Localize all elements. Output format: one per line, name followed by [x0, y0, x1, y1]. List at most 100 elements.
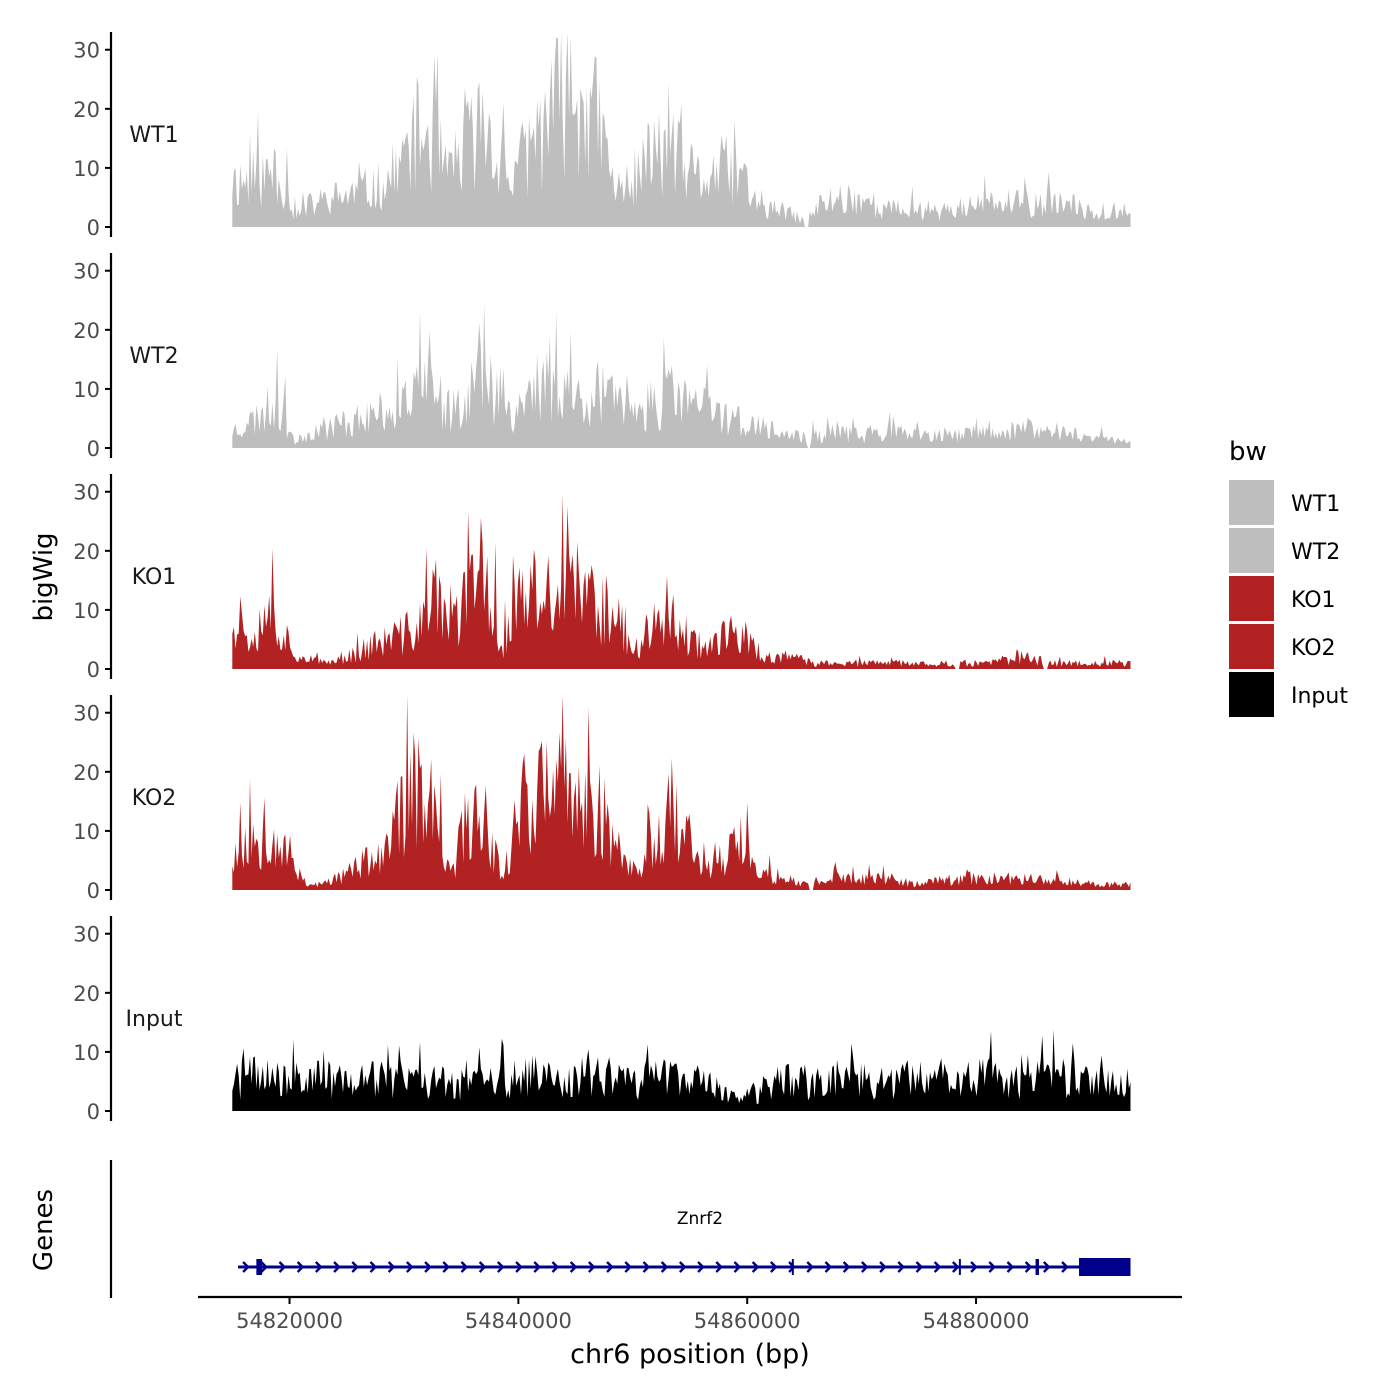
strand-arrow [769, 1261, 778, 1273]
y-tick-label: 0 [87, 216, 100, 240]
strand-arrow [296, 1261, 305, 1273]
track-wt1: 0 10 20 30 WT1 [73, 32, 1131, 240]
y-axis-title: bigWig [29, 532, 59, 621]
legend-label: Input [1291, 684, 1348, 709]
legend-label: WT2 [1291, 540, 1340, 565]
strand-arrow [624, 1261, 632, 1273]
signal-area-input [232, 1029, 1131, 1111]
y-tick-label: 30 [73, 39, 100, 63]
y-tick-label: 20 [73, 982, 100, 1006]
legend: bw WT1 WT2 KO1 KO2 Input [1229, 437, 1348, 717]
legend-entry-wt1: WT1 [1229, 480, 1340, 525]
track-label: KO2 [132, 786, 177, 811]
legend-label: WT1 [1291, 492, 1340, 517]
strand-arrow [515, 1261, 523, 1273]
strand-arrow [606, 1261, 614, 1273]
signal-area-wt1 [232, 32, 1131, 227]
legend-entry-ko1: KO1 [1229, 576, 1336, 621]
strand-arrow [860, 1261, 869, 1273]
track-input: 0 10 20 30 Input [73, 916, 1131, 1124]
x-tick-label: 54860000 [694, 1309, 801, 1333]
strand-arrow [551, 1261, 560, 1273]
signal-tracks: 0 10 20 30 WT1 0 10 20 30 WT2 0 10 20 30 KO1 0 10 20 30 KO2… [73, 32, 1131, 1124]
strand-arrow [278, 1261, 287, 1273]
gene-model [238, 1258, 1131, 1276]
strand-arrow [970, 1261, 978, 1273]
gene-exon [1035, 1259, 1039, 1275]
strand-arrow [897, 1261, 905, 1273]
x-tick-label: 54840000 [465, 1309, 572, 1333]
track-ko1: 0 10 20 30 KO1 [73, 474, 1131, 682]
y-tick-label: 20 [73, 319, 100, 343]
track-label: KO1 [132, 565, 177, 590]
y-tick-label: 10 [73, 378, 100, 402]
x-tick-label: 54880000 [923, 1309, 1030, 1333]
strand-arrow [951, 1261, 960, 1273]
strand-arrow [351, 1261, 359, 1273]
legend-entry-ko2: KO2 [1229, 624, 1336, 669]
y-tick-label: 10 [73, 157, 100, 181]
strand-arrow [751, 1261, 760, 1273]
strand-arrow [314, 1261, 323, 1273]
strand-arrow [533, 1261, 541, 1273]
strand-arrow [569, 1261, 578, 1273]
gene-exon [1079, 1258, 1131, 1276]
strand-arrow [988, 1261, 996, 1273]
gene-name-label: Znrf2 [677, 1209, 723, 1229]
legend-label: KO2 [1291, 636, 1336, 661]
y-tick-label: 30 [73, 481, 100, 505]
strand-arrow [933, 1261, 942, 1273]
track-label: WT1 [129, 123, 178, 148]
x-axis-title: chr6 position (bp) [570, 1339, 810, 1370]
y-tick-label: 30 [73, 923, 100, 947]
strand-arrow [460, 1261, 469, 1273]
strand-arrow [387, 1261, 396, 1273]
strand-arrow [678, 1261, 687, 1273]
gene-exon [958, 1259, 961, 1275]
legend-label: KO1 [1291, 588, 1336, 613]
strand-arrow [442, 1261, 450, 1273]
strand-arrow [478, 1261, 487, 1273]
genes-label: Genes [29, 1189, 59, 1271]
y-tick-label: 20 [73, 540, 100, 564]
x-tick-label: 54820000 [236, 1309, 343, 1333]
strand-arrow [697, 1261, 705, 1273]
legend-swatch [1229, 672, 1274, 717]
strand-arrow [824, 1261, 833, 1273]
legend-swatch [1229, 576, 1274, 621]
legend-swatch [1229, 528, 1274, 573]
y-tick-label: 10 [73, 599, 100, 623]
legend-title: bw [1229, 437, 1267, 467]
signal-area-wt2 [232, 303, 1131, 448]
strand-arrow [333, 1261, 341, 1273]
legend-entry-input: Input [1229, 672, 1348, 717]
strand-arrow [260, 1261, 268, 1273]
strand-arrow [715, 1261, 723, 1273]
y-tick-label: 30 [73, 260, 100, 284]
strand-arrow [1042, 1261, 1051, 1273]
strand-arrow [424, 1261, 432, 1273]
y-tick-label: 10 [73, 820, 100, 844]
track-ko2: 0 10 20 30 KO2 [73, 695, 1131, 903]
legend-swatch [1229, 480, 1274, 525]
strand-arrow [587, 1261, 596, 1273]
strand-arrow [879, 1261, 887, 1273]
strand-arrow [733, 1261, 742, 1273]
strand-arrow [806, 1261, 814, 1273]
strand-arrow [842, 1261, 851, 1273]
legend-swatch [1229, 624, 1274, 669]
y-tick-label: 0 [87, 879, 100, 903]
strand-arrow [915, 1261, 924, 1273]
genes-panel: Genes Znrf2 [29, 1160, 1131, 1298]
y-tick-label: 10 [73, 1041, 100, 1065]
y-tick-label: 30 [73, 702, 100, 726]
x-axis: 54820000 54840000 54860000 54880000 chr6 po… [198, 1295, 1182, 1370]
strand-arrow [405, 1261, 414, 1273]
signal-area-ko1 [232, 494, 1131, 669]
y-tick-label: 0 [87, 437, 100, 461]
strand-arrow [1024, 1261, 1033, 1273]
y-tick-label: 0 [87, 1100, 100, 1124]
y-tick-label: 20 [73, 761, 100, 785]
strand-arrow [788, 1261, 796, 1273]
